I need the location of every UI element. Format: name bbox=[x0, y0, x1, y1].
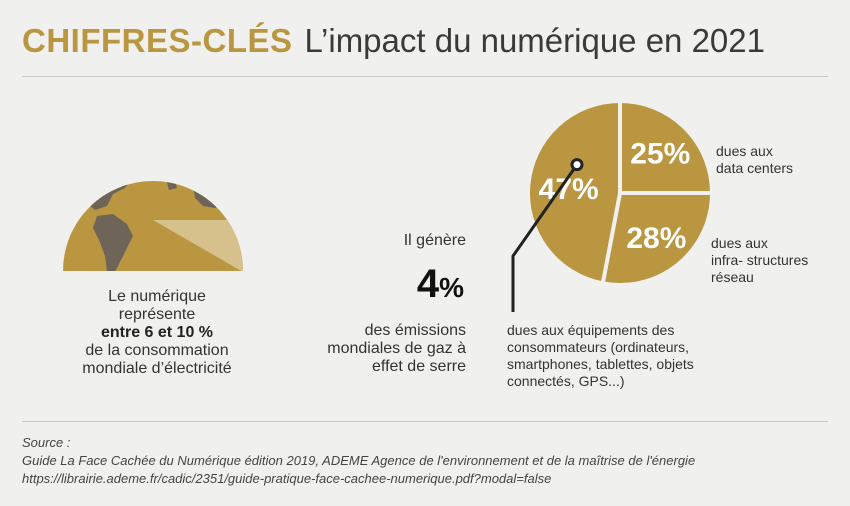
divider-top bbox=[22, 76, 828, 77]
ghg-value: 4 bbox=[416, 262, 440, 306]
continent-south-america bbox=[93, 214, 133, 271]
ghg-intro: Il génère bbox=[403, 232, 466, 249]
electricity-line-4: de la consommation bbox=[85, 342, 229, 359]
electricity-line-5: mondiale d’électricité bbox=[82, 360, 232, 377]
caption-data-centers-line-2: data centers bbox=[716, 160, 794, 176]
header: CHIFFRES-CLÉS L’impact du numérique en 2… bbox=[22, 22, 765, 66]
pie-slice-network bbox=[600, 191, 715, 287]
ghg-description: des émissions mondiales de gaz à effet d… bbox=[290, 322, 466, 376]
caption-data-centers: dues aux data centers bbox=[716, 143, 793, 177]
divider-bottom bbox=[22, 421, 828, 422]
page-title: L’impact du numérique en 2021 bbox=[304, 22, 766, 59]
caption-data-centers-line-1: dues aux bbox=[716, 143, 773, 159]
caption-devices: dues aux équipements des consommateurs (… bbox=[507, 322, 743, 390]
caption-devices-line-3: smartphones, tablettes, objets bbox=[507, 356, 694, 372]
caption-network: dues aux infra- structures réseau bbox=[711, 235, 808, 286]
leader-line bbox=[511, 163, 579, 312]
caption-network-line-3: réseau bbox=[711, 269, 754, 285]
electricity-stat: Le numérique représente entre 6 et 10 % … bbox=[42, 288, 272, 378]
source-citation: Guide La Face Cachée du Numérique éditio… bbox=[22, 453, 696, 468]
kicker-title: CHIFFRES-CLÉS bbox=[22, 22, 293, 59]
ghg-line-1: des émissions bbox=[364, 322, 466, 339]
pie-label-network: 28% bbox=[626, 222, 686, 255]
electricity-share: entre 6 et 10 % bbox=[100, 324, 214, 341]
pie-slice-devices bbox=[526, 98, 622, 286]
source-block: Source : Guide La Face Cachée du Numériq… bbox=[22, 434, 695, 488]
leader-dot bbox=[570, 158, 584, 172]
caption-devices-line-4: connectés, GPS...) bbox=[507, 373, 625, 389]
caption-devices-line-1: dues aux équipements des bbox=[507, 322, 675, 338]
source-label: Source : bbox=[22, 435, 71, 450]
electricity-line-1: Le numérique bbox=[108, 288, 206, 305]
pie-slice-data-centers bbox=[618, 98, 715, 195]
caption-network-line-2: infra- structures bbox=[711, 252, 809, 268]
source-url: https://librairie.ademe.fr/cadic/2351/gu… bbox=[22, 471, 552, 486]
caption-network-line-1: dues aux bbox=[711, 235, 768, 251]
ghg-unit: % bbox=[439, 272, 464, 303]
caption-devices-line-2: consommateurs (ordinateurs, bbox=[507, 339, 690, 355]
ghg-percentage: 4% bbox=[352, 262, 464, 307]
pie-label-data-centers: 25% bbox=[630, 138, 690, 171]
ghg-line-2: mondiales de gaz à bbox=[327, 340, 466, 357]
electricity-line-2: représente bbox=[118, 306, 196, 323]
ghg-line-3: effet de serre bbox=[372, 358, 466, 375]
globe-icon bbox=[63, 181, 243, 271]
electricity-share-wedge bbox=[153, 220, 243, 271]
